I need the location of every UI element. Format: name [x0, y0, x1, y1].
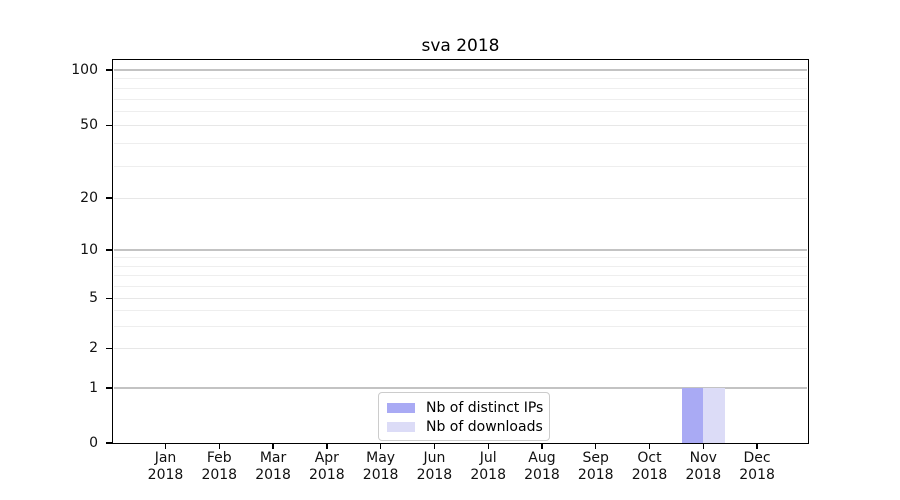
x-label-year: 2018 [739, 467, 775, 483]
legend-swatch-nb-of-distinct-ips [387, 402, 415, 413]
y-gridline-50 [114, 125, 807, 127]
x-tick-mar-2018 [272, 444, 274, 449]
x-tick-label-apr-2018: Apr 2018 [285, 450, 369, 484]
x-label-month: Nov [689, 450, 717, 466]
x-label-month: Dec [743, 450, 771, 466]
x-label-year: 2018 [524, 467, 560, 483]
y-tick-label-50: 50 [80, 117, 98, 134]
y-gridline-minor-80 [114, 87, 807, 89]
y-tick-label-1: 1 [89, 380, 98, 396]
x-label-year: 2018 [631, 467, 668, 483]
x-tick-label-oct-2018: Oct 2018 [608, 450, 692, 484]
x-label-month: Sep [582, 450, 609, 466]
x-tick-nov-2018 [702, 444, 704, 449]
x-label-year: 2018 [362, 467, 399, 483]
x-label-month: May [366, 450, 396, 466]
x-tick-oct-2018 [648, 444, 651, 449]
y-tick-0 [106, 442, 112, 444]
x-tick-label-jan-2018: Jan 2018 [124, 450, 208, 484]
y-gridline-minor-4 [114, 310, 807, 312]
y-gridline-minor-3 [114, 326, 807, 328]
plot-frame [112, 59, 809, 444]
y-tick-5 [106, 297, 112, 299]
legend-row-nb-of-downloads: Nb of downloads [387, 418, 543, 435]
y-tick-label-10: 10 [80, 242, 98, 258]
y-tick-100 [106, 69, 112, 71]
chart-title: sva 2018 [421, 36, 500, 56]
y-gridline-minor-6 [114, 285, 807, 287]
legend-row-nb-of-distinct-ips: Nb of distinct IPs [387, 399, 543, 416]
x-tick-feb-2018 [218, 444, 220, 449]
y-tick-label-5: 5 [89, 290, 98, 307]
x-tick-sep-2018 [595, 444, 597, 449]
x-tick-jun-2018 [433, 444, 436, 449]
x-label-year: 2018 [470, 467, 506, 483]
x-tick-label-nov-2018: Nov 2018 [661, 450, 745, 484]
x-label-year: 2018 [147, 467, 184, 483]
x-label-year: 2018 [309, 467, 345, 483]
bar-nb-of-distinct-ips-nov-2018 [681, 388, 704, 443]
x-tick-may-2018 [380, 444, 382, 449]
y-tick-20 [106, 197, 112, 199]
y-tick-2 [106, 347, 112, 349]
x-label-year: 2018 [255, 467, 291, 483]
y-gridline-5 [114, 298, 807, 300]
x-tick-label-mar-2018: Mar 2018 [231, 450, 315, 484]
y-gridline-major-10 [114, 249, 807, 251]
legend-label-nb-of-distinct-ips: Nb of distinct IPs [426, 399, 544, 416]
x-label-month: Oct [637, 450, 662, 466]
y-gridline-minor-7 [114, 274, 807, 276]
legend-label-nb-of-downloads: Nb of downloads [426, 418, 543, 435]
x-label-year: 2018 [416, 467, 453, 483]
x-tick-dec-2018 [756, 444, 758, 449]
x-tick-apr-2018 [326, 444, 328, 449]
x-label-month: Apr [314, 450, 339, 466]
x-tick-aug-2018 [541, 444, 543, 449]
y-gridline-major-1 [114, 387, 807, 389]
x-tick-label-dec-2018: Dec 2018 [715, 450, 799, 484]
x-tick-label-jun-2018: Jun 2018 [392, 450, 476, 484]
x-label-year: 2018 [577, 467, 614, 483]
y-gridline-minor-70 [114, 98, 807, 100]
y-tick-label-20: 20 [80, 189, 98, 206]
x-label-month: Feb [206, 450, 232, 466]
y-tick-50 [106, 124, 112, 127]
x-label-month: Jan [154, 450, 177, 466]
x-tick-label-jul-2018: Jul 2018 [446, 450, 530, 484]
y-gridline-minor-40 [114, 143, 807, 145]
y-tick-10 [106, 249, 112, 251]
y-tick-label-0: 0 [89, 435, 98, 451]
x-label-year: 2018 [201, 467, 238, 483]
x-label-month: Mar [259, 450, 287, 466]
x-label-month: Jun [423, 450, 446, 466]
x-tick-label-aug-2018: Aug 2018 [500, 450, 584, 484]
x-tick-label-feb-2018: Feb 2018 [177, 450, 261, 484]
x-tick-jan-2018 [164, 444, 167, 449]
x-tick-jul-2018 [487, 444, 489, 449]
legend: Nb of distinct IPs Nb of downloads [378, 392, 551, 441]
y-tick-label-100: 100 [71, 61, 98, 78]
y-gridline-minor-60 [114, 110, 807, 112]
y-gridline-minor-90 [114, 78, 807, 80]
y-gridline-major-100 [114, 69, 807, 71]
bar-nb-of-downloads-nov-2018 [703, 388, 725, 443]
y-tick-1 [106, 387, 112, 389]
y-gridline-minor-8 [114, 265, 807, 267]
y-gridline-2 [114, 348, 807, 350]
x-tick-label-sep-2018: Sep 2018 [554, 450, 638, 484]
x-label-year: 2018 [685, 467, 722, 483]
y-gridline-minor-9 [114, 257, 807, 259]
legend-swatch-nb-of-downloads [387, 421, 415, 432]
y-gridline-minor-30 [114, 165, 807, 167]
y-gridline-20 [114, 197, 807, 199]
x-tick-label-may-2018: May 2018 [339, 450, 423, 484]
x-label-month: Aug [528, 450, 556, 466]
y-tick-label-2: 2 [89, 340, 98, 357]
x-label-month: Jul [479, 450, 497, 466]
